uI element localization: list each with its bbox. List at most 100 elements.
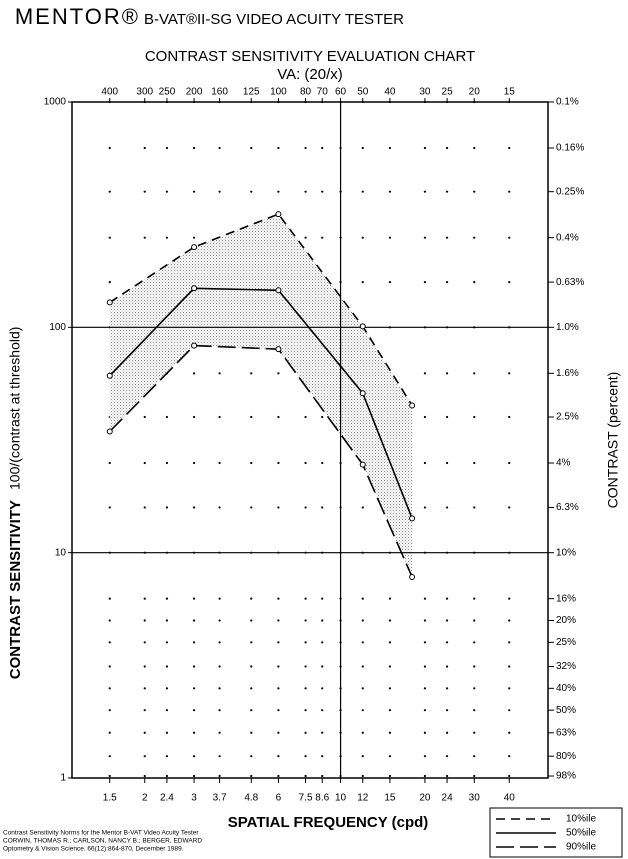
grid-dot	[473, 236, 476, 239]
grid-dot	[423, 190, 427, 193]
grid-dot	[423, 709, 427, 712]
grid-dot	[165, 774, 169, 778]
x2-tick-label: 400	[101, 87, 118, 98]
grid-dot	[304, 709, 307, 712]
chart-subtitle: VA: (20/x)	[277, 66, 343, 83]
y2-tick-label: 0.4%	[556, 232, 579, 243]
grid-dot	[473, 146, 476, 150]
grid-dot	[473, 641, 476, 644]
grid-dot	[277, 190, 280, 193]
grid-dot	[108, 146, 111, 150]
grid-dot	[250, 641, 253, 644]
x-tick-label: 6	[276, 793, 282, 804]
grid-dot	[321, 236, 324, 239]
grid-dot	[218, 731, 221, 734]
grid-dot	[277, 415, 280, 419]
x-tick-label: 10	[335, 793, 347, 804]
grid-dot	[321, 665, 324, 668]
y2-tick-label: 1.6%	[556, 368, 579, 379]
x-tick-label: 24	[442, 793, 454, 804]
grid-dot	[423, 146, 427, 150]
grid-dot	[388, 619, 392, 622]
grid-dot	[445, 755, 449, 758]
grid-dot	[108, 641, 111, 644]
grid-dot	[445, 236, 449, 239]
grid-dot	[508, 709, 511, 712]
grid-dot	[192, 146, 196, 150]
grid-dot	[165, 236, 169, 239]
citation: Contrast Sensitivity Norms for the Mento…	[3, 830, 199, 837]
x2-tick-label: 300	[136, 87, 153, 98]
grid-dot	[250, 619, 253, 622]
x2-tick-label: 40	[384, 87, 396, 98]
grid-dot	[218, 774, 221, 778]
grid-dot	[508, 665, 511, 668]
grid-dot	[361, 236, 364, 239]
grid-dot	[250, 731, 253, 734]
grid-dot	[143, 665, 146, 668]
grid-dot	[165, 665, 169, 668]
grid-dot	[218, 461, 221, 465]
grid-dot	[361, 687, 364, 690]
grid-dot	[192, 190, 196, 193]
grid-dot	[277, 146, 280, 150]
grid-dot	[361, 281, 364, 284]
grid-dot	[165, 146, 169, 150]
grid-dot	[218, 597, 221, 600]
data-point	[359, 390, 366, 397]
grid-dot	[250, 774, 253, 778]
y2-axis-label: CONTRAST (percent)	[605, 372, 621, 509]
data-point	[359, 461, 366, 468]
header: B-VAT®II-SG VIDEO ACUITY TESTER	[144, 11, 404, 28]
y2-tick-label: 10%	[556, 547, 576, 558]
grid-dot	[445, 687, 449, 690]
grid-dot	[508, 461, 511, 465]
grid-dot	[304, 774, 307, 778]
grid-dot	[423, 755, 427, 758]
y2-tick-label: 4%	[556, 458, 571, 469]
grid-dot	[508, 755, 511, 758]
grid-dot	[321, 506, 324, 509]
grid-dot	[165, 415, 169, 419]
grid-dot	[473, 731, 476, 734]
grid-dot	[445, 665, 449, 668]
grid-dot	[218, 687, 221, 690]
grid-dot	[250, 190, 253, 193]
grid-dot	[218, 506, 221, 509]
grid-dot	[304, 506, 307, 509]
grid-dot	[361, 146, 364, 150]
grid-dot	[250, 415, 253, 419]
grid-dot	[192, 415, 196, 419]
grid-dot	[108, 731, 111, 734]
grid-dot	[165, 687, 169, 690]
grid-dot	[143, 731, 146, 734]
grid-dot	[218, 146, 221, 150]
grid-dot	[508, 415, 511, 419]
y-tick-label: 10	[55, 547, 67, 558]
grid-dot	[165, 506, 169, 509]
x-tick-label: 4.8	[244, 793, 258, 804]
legend-box	[489, 807, 623, 858]
grid-dot	[445, 415, 449, 419]
x-tick-label: 2	[142, 793, 148, 804]
grid-dot	[218, 755, 221, 758]
grid-dot	[250, 597, 253, 600]
grid-dot	[277, 687, 280, 690]
grid-dot	[388, 755, 392, 758]
y2-tick-label: 80%	[556, 751, 576, 762]
grid-dot	[277, 774, 280, 778]
grid-dot	[192, 619, 196, 622]
grid-dot	[143, 597, 146, 600]
data-point	[359, 323, 366, 330]
grid-dot	[508, 619, 511, 622]
grid-dot	[423, 597, 427, 600]
y2-tick-label: 2.5%	[556, 412, 579, 423]
grid-dot	[321, 415, 324, 419]
grid-dot	[445, 461, 449, 465]
y2-tick-label: 98%	[556, 771, 576, 782]
grid-dot	[423, 731, 427, 734]
y2-tick-label: 0.1%	[556, 97, 579, 108]
grid-dot	[108, 190, 111, 193]
grid-dot	[192, 731, 196, 734]
grid-dot	[277, 709, 280, 712]
